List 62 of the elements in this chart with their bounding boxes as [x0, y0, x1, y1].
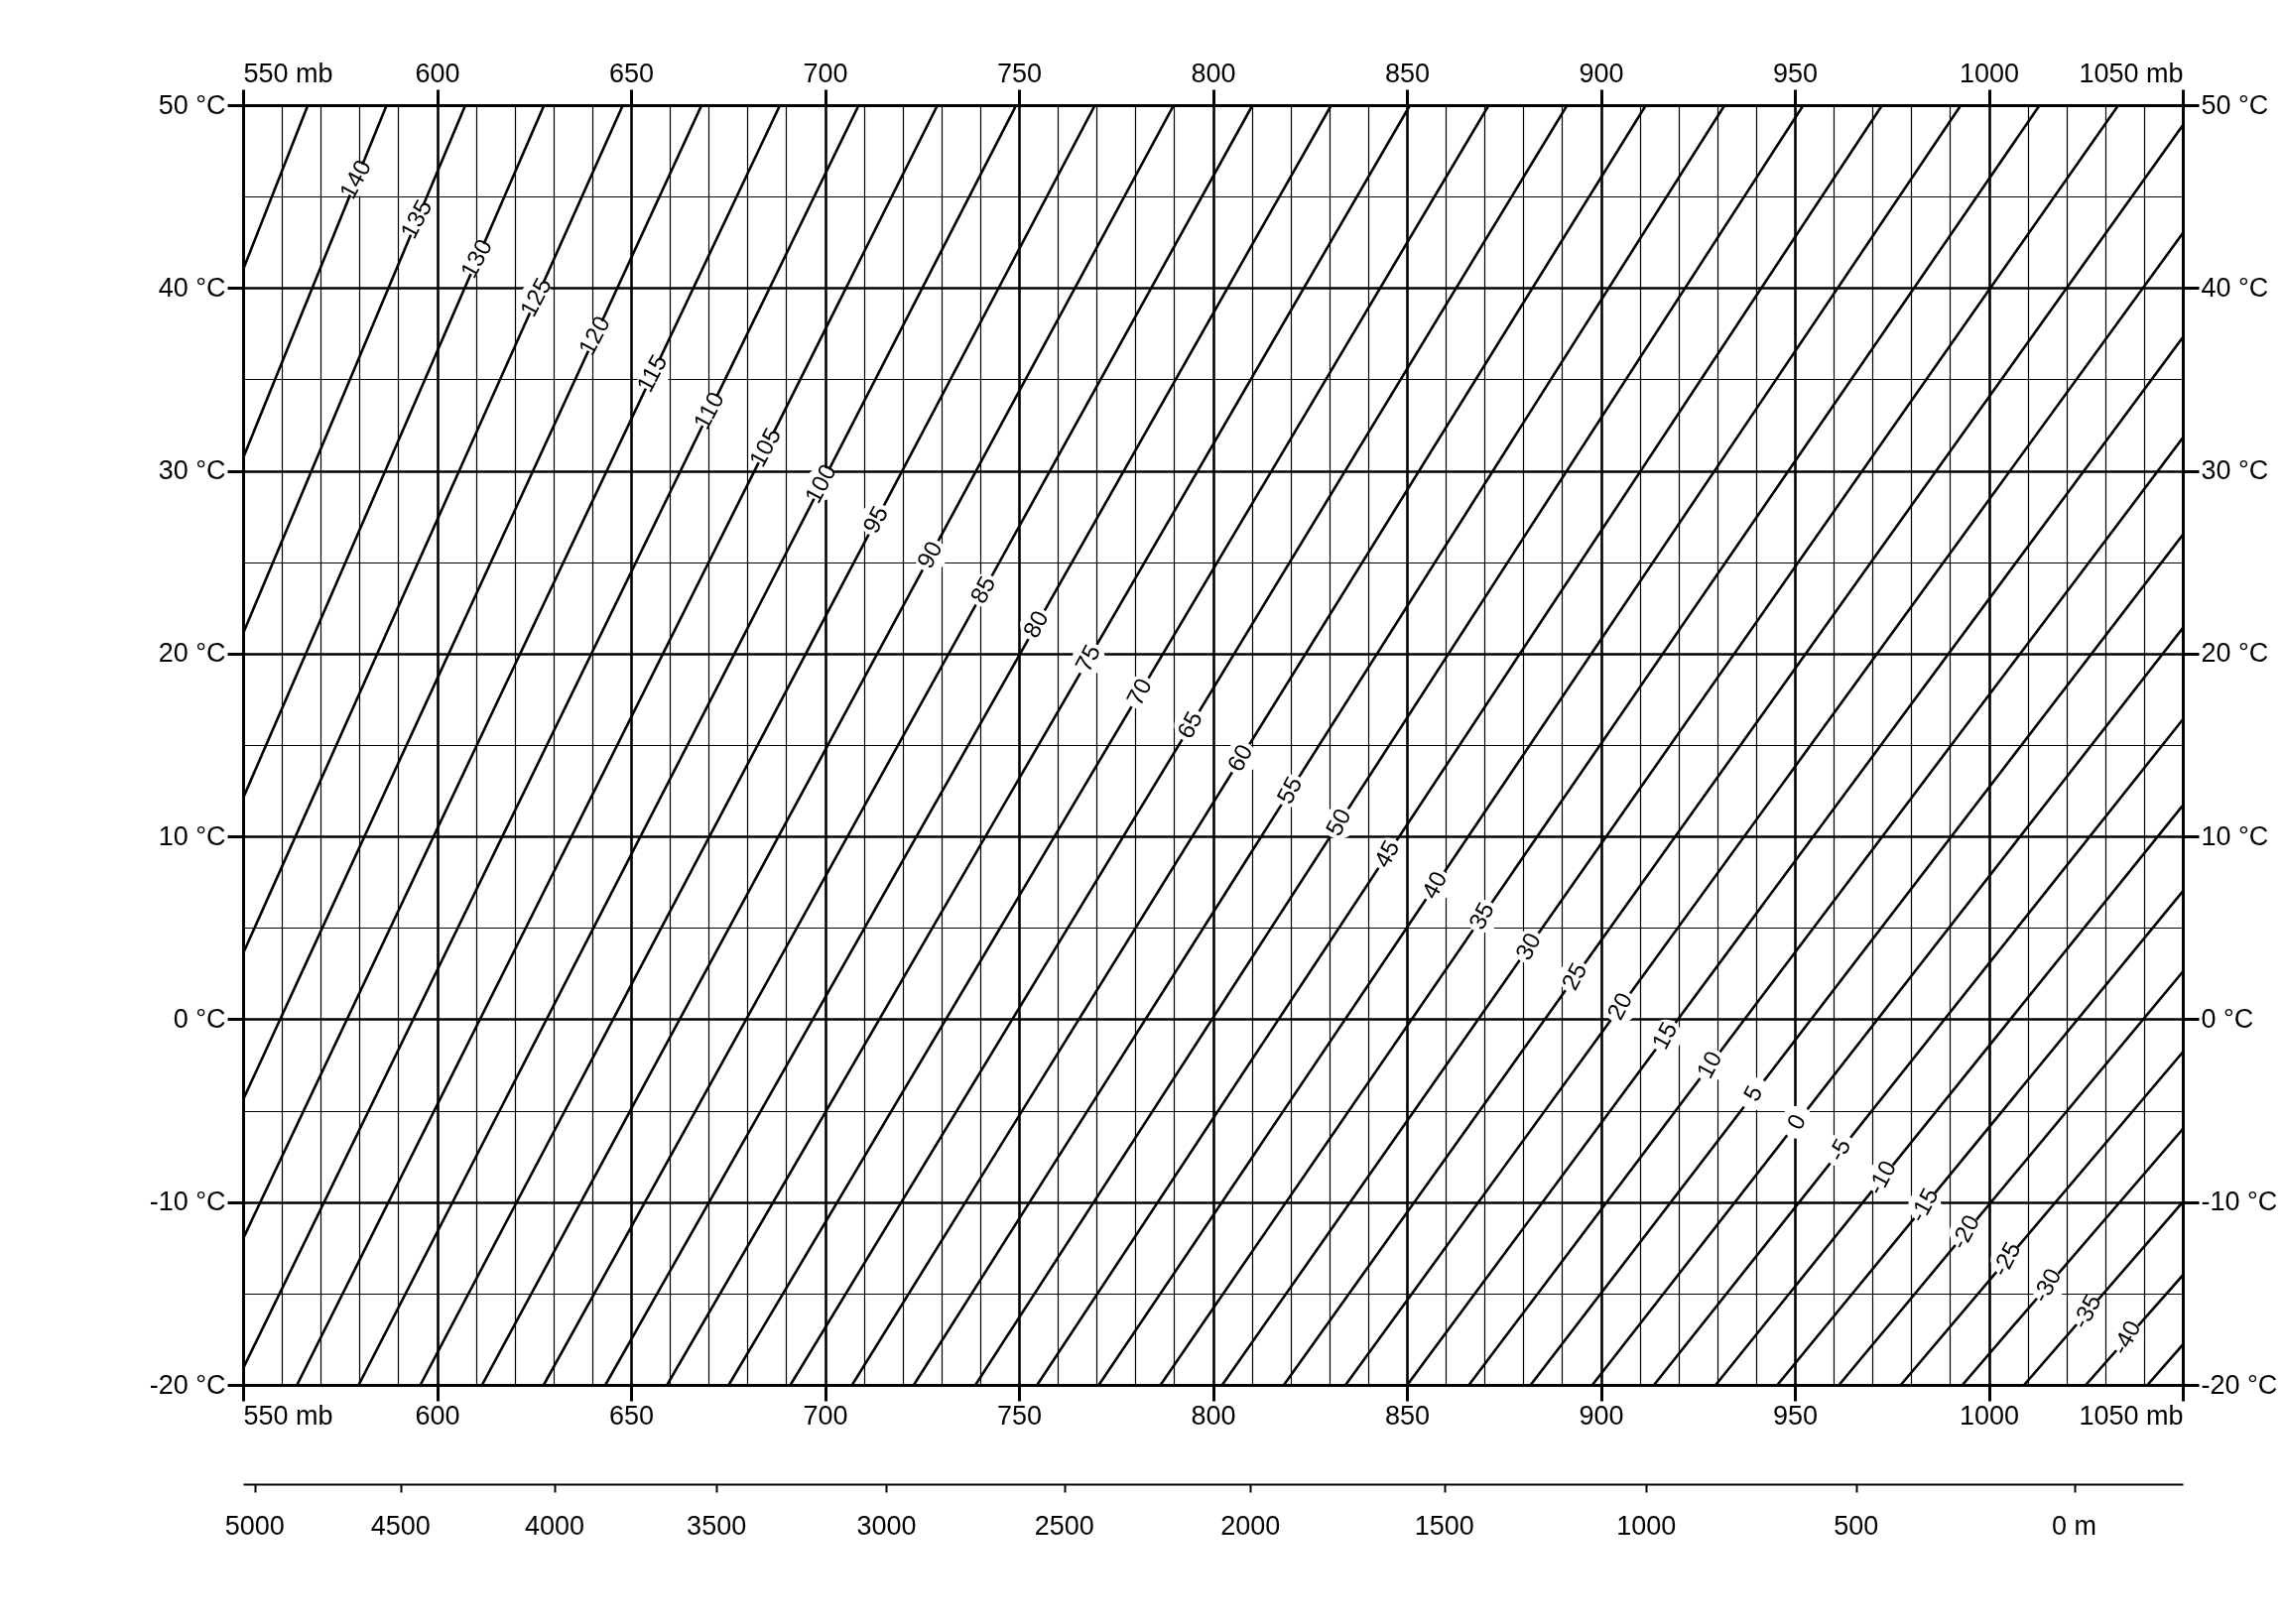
x2-tick-label: 550 mb	[243, 58, 333, 88]
text: 2000	[1220, 1511, 1281, 1541]
text: 0 m	[2052, 1511, 2097, 1541]
y2-tick-label: 40 °C	[2201, 272, 2269, 303]
x2-tick-label: 950	[1772, 58, 1819, 88]
y-tick-label: 0 °C	[173, 1003, 226, 1034]
x2-tick-label: 700	[803, 58, 848, 88]
text: 500	[1834, 1511, 1879, 1541]
text: 130	[454, 234, 498, 283]
x-tick-label: 750	[996, 1400, 1043, 1431]
y-tick-label: -20 °C	[149, 1369, 226, 1400]
y2-tick-label: 30 °C	[2201, 455, 2269, 486]
text: 3000	[856, 1511, 917, 1541]
y-tick-label: 30 °C	[158, 455, 226, 486]
text: 5000	[224, 1511, 285, 1541]
text: 3500	[687, 1511, 747, 1541]
text: -15	[1903, 1183, 1944, 1227]
y2-tick-label: 10 °C	[2201, 820, 2269, 851]
y-tick-label: -10 °C	[149, 1187, 226, 1217]
text: 2500	[1034, 1511, 1094, 1541]
text: -40	[2105, 1315, 2146, 1359]
x-tick-label: 850	[1384, 1400, 1431, 1431]
x2-tick-label: 600	[415, 58, 460, 88]
text: -30	[2026, 1263, 2067, 1308]
text: 4500	[370, 1511, 431, 1541]
x2-tick-label: 750	[996, 58, 1043, 88]
text: 135	[394, 194, 438, 243]
x-tick-label: 1050 mb	[2079, 1400, 2184, 1431]
text: 110	[688, 387, 729, 434]
text: 140	[333, 155, 377, 203]
y2-tick-label: 20 °C	[2201, 638, 2269, 669]
text: 125	[514, 273, 557, 321]
x-tick-label: 950	[1772, 1400, 1819, 1431]
x-tick-label: 650	[608, 1400, 655, 1431]
y-tick-label: 40 °C	[158, 272, 226, 303]
y-tick-label: 10 °C	[158, 820, 226, 851]
y-tick-label: 50 °C	[158, 89, 226, 120]
x2-tick-label: 850	[1384, 58, 1431, 88]
text: -25	[1985, 1237, 2026, 1281]
x2-tick-label: 650	[608, 58, 655, 88]
y2-tick-label: -20 °C	[2201, 1369, 2278, 1400]
y-tick-label: 20 °C	[158, 638, 226, 669]
x-tick-label: 600	[415, 1400, 460, 1431]
y2-tick-label: -10 °C	[2201, 1187, 2278, 1217]
text: 1000	[1616, 1511, 1677, 1541]
y2-tick-label: 50 °C	[2201, 89, 2269, 120]
x-tick-label: 700	[803, 1400, 848, 1431]
y2-tick-label: 0 °C	[2201, 1003, 2254, 1034]
x2-tick-label: 900	[1579, 58, 1624, 88]
x-tick-label: 800	[1191, 1400, 1236, 1431]
x2-tick-label: 800	[1191, 58, 1236, 88]
text: 120	[572, 312, 615, 360]
text: 105	[743, 423, 787, 471]
x2-tick-label: 1000	[1959, 58, 2020, 88]
text: 115	[630, 349, 673, 397]
x-tick-label: 550 mb	[243, 1400, 333, 1431]
x-tick-label: 1000	[1959, 1400, 2020, 1431]
x-tick-label: 900	[1579, 1400, 1624, 1431]
text: 100	[799, 459, 842, 508]
x2-tick-label: 1050 mb	[2079, 58, 2184, 88]
text: 4000	[524, 1511, 584, 1541]
text: 1500	[1414, 1511, 1474, 1541]
